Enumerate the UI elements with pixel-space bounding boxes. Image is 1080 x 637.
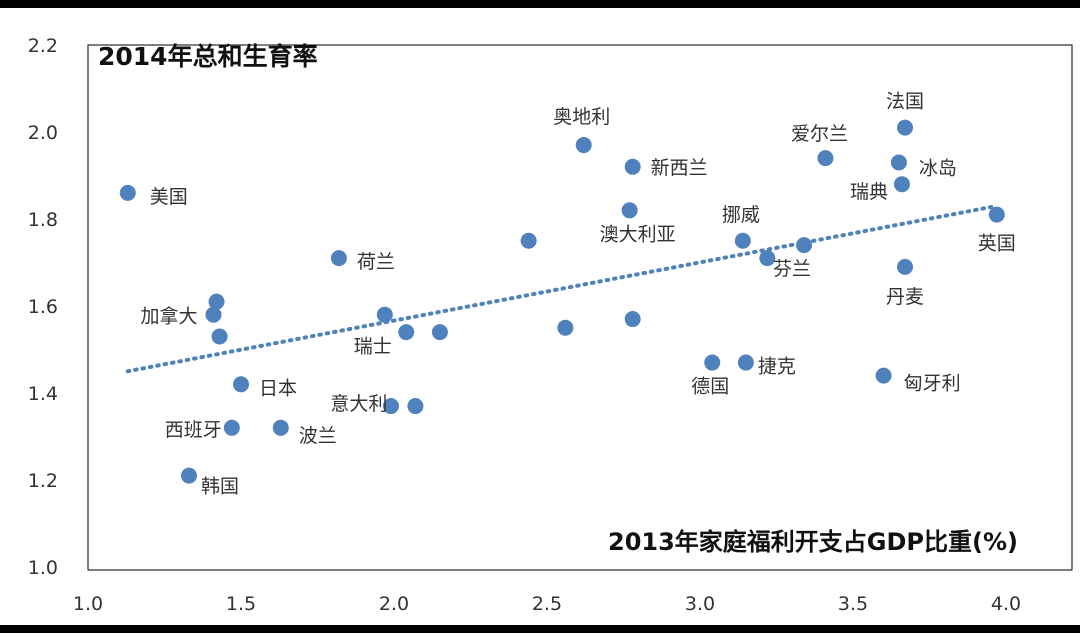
point-label: 爱尔兰 (791, 123, 848, 145)
data-point (272, 419, 289, 436)
data-point (376, 306, 393, 323)
point-label: 德国 (691, 376, 729, 398)
data-point (205, 306, 222, 323)
point-label: 法国 (886, 91, 924, 113)
point-label: 美国 (150, 186, 188, 208)
y-axis-title: 2014年总和生育率 (98, 42, 318, 71)
point-label: 意大利 (330, 393, 387, 415)
y-axis-ticks: 1.0 1.2 1.4 1.6 1.8 2.0 2.2 (28, 35, 58, 579)
top-border-bar (0, 0, 1080, 8)
bottom-border-bar (0, 625, 1080, 633)
data-point (330, 250, 347, 267)
x-tick-label: 3.5 (838, 593, 868, 615)
point-label: 英国 (978, 233, 1016, 255)
point-label: 捷克 (758, 356, 796, 378)
data-point (988, 206, 1005, 223)
data-point (211, 328, 228, 345)
point-label: 奥地利 (553, 106, 610, 128)
y-tick-label: 1.0 (28, 557, 58, 579)
data-point (817, 150, 834, 167)
x-axis-ticks: 1.0 1.5 2.0 2.5 3.0 3.5 4.0 (73, 593, 1021, 615)
point-label: 瑞典 (850, 181, 888, 203)
data-point (208, 293, 225, 310)
data-point (119, 184, 136, 201)
data-point (621, 202, 638, 219)
data-point (557, 319, 574, 336)
data-point (796, 237, 813, 254)
trend-line (125, 203, 999, 374)
data-point (223, 419, 240, 436)
y-tick-label: 1.6 (28, 296, 58, 318)
data-point (624, 158, 641, 175)
data-point (897, 258, 914, 275)
point-label: 芬兰 (773, 258, 811, 280)
data-point (520, 232, 537, 249)
point-label: 瑞士 (354, 336, 392, 358)
data-point (575, 137, 592, 154)
point-label: 新西兰 (651, 157, 708, 179)
data-point (893, 176, 910, 193)
point-label: 挪威 (722, 204, 760, 226)
x-tick-label: 2.5 (532, 593, 562, 615)
point-label: 日本 (259, 377, 297, 399)
plot-area-frame (87, 44, 1073, 571)
data-point (624, 311, 641, 328)
data-point (180, 467, 197, 484)
x-tick-label: 2.0 (379, 593, 409, 615)
x-tick-label: 4.0 (991, 593, 1021, 615)
data-points (119, 119, 1005, 484)
data-point (382, 398, 399, 415)
point-label: 丹麦 (886, 286, 924, 308)
x-tick-label: 1.0 (73, 593, 103, 615)
data-point (734, 232, 751, 249)
point-label: 韩国 (201, 476, 239, 498)
data-point (897, 119, 914, 136)
data-point (875, 367, 892, 384)
data-point (890, 154, 907, 171)
point-label: 加拿大 (140, 305, 197, 328)
point-label: 匈牙利 (904, 373, 961, 395)
y-tick-label: 1.4 (28, 383, 58, 405)
x-tick-label: 1.5 (226, 593, 256, 615)
data-point (737, 354, 754, 371)
data-point (759, 250, 776, 267)
point-label: 澳大利亚 (600, 223, 676, 245)
data-point (704, 354, 721, 371)
point-label: 波兰 (299, 425, 337, 447)
data-point (233, 376, 249, 393)
y-tick-label: 1.2 (28, 470, 58, 492)
point-label: 冰岛 (919, 157, 957, 179)
point-label: 西班牙 (165, 419, 222, 441)
x-axis-title: 2013年家庭福利开支占GDP比重(%) (608, 528, 1018, 556)
data-point (431, 324, 448, 341)
data-point (398, 324, 415, 341)
point-label: 荷兰 (357, 251, 395, 273)
y-tick-label: 2.0 (28, 122, 58, 144)
y-tick-label: 2.2 (28, 35, 58, 57)
x-tick-label: 3.0 (685, 593, 715, 615)
y-tick-label: 1.8 (28, 209, 58, 231)
data-point (407, 398, 424, 415)
